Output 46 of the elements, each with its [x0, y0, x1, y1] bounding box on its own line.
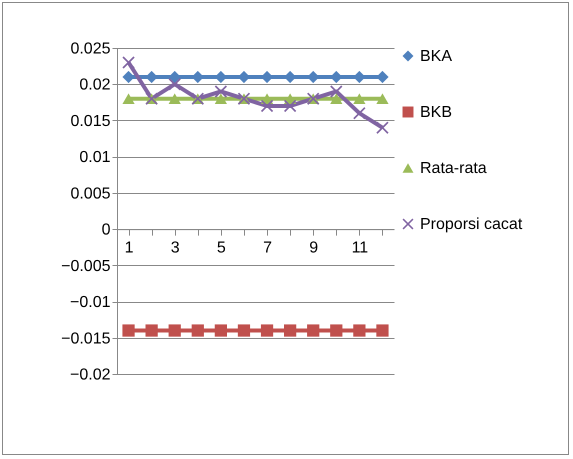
- point: [214, 324, 227, 337]
- x-tick-label: 7: [263, 240, 272, 257]
- y-tick-label: 0.005: [70, 185, 111, 202]
- point: [353, 107, 366, 120]
- x-tick-label: 9: [309, 240, 318, 257]
- y-tick-label: 0.02: [79, 76, 111, 94]
- point: [376, 324, 389, 337]
- y-tick-label: −0.015: [61, 330, 111, 348]
- point: [192, 324, 204, 337]
- y-tick-label: 0.015: [70, 112, 111, 130]
- y-tick-label: −0.005: [61, 258, 111, 275]
- point: [330, 85, 342, 98]
- y-tick-label: −0.02: [70, 366, 111, 384]
- point: [376, 93, 389, 104]
- x-tick-label: 1: [124, 240, 134, 257]
- point: [168, 78, 181, 90]
- point: [260, 324, 274, 337]
- legend-label: BKA: [420, 48, 452, 65]
- point: [353, 93, 366, 104]
- point: [168, 93, 181, 104]
- x-tick-label: 5: [216, 240, 226, 257]
- point: [284, 100, 296, 112]
- legend-label: BKB: [420, 104, 452, 121]
- x-tick-label: 3: [170, 240, 180, 257]
- point: [353, 324, 366, 337]
- point: [284, 324, 296, 337]
- point: [260, 100, 274, 112]
- x-tick-label: 11: [352, 240, 368, 257]
- y-tick-label: −0.01: [70, 294, 111, 312]
- point: [122, 93, 135, 104]
- point: [122, 56, 135, 69]
- y-tick-label: 0.025: [70, 40, 111, 58]
- point: [330, 93, 342, 104]
- point: [146, 324, 158, 337]
- y-tick-label: 0: [102, 222, 111, 239]
- point: [214, 85, 227, 98]
- point: [214, 93, 227, 104]
- point: [330, 324, 342, 337]
- legend-label: Proporsi cacat: [420, 216, 523, 233]
- point: [238, 324, 250, 337]
- point: [376, 122, 389, 134]
- legend-label: Rata-rata: [420, 160, 487, 177]
- point: [168, 324, 181, 337]
- point: [307, 324, 320, 337]
- point: [122, 324, 135, 337]
- y-tick-label: 0.01: [79, 149, 111, 166]
